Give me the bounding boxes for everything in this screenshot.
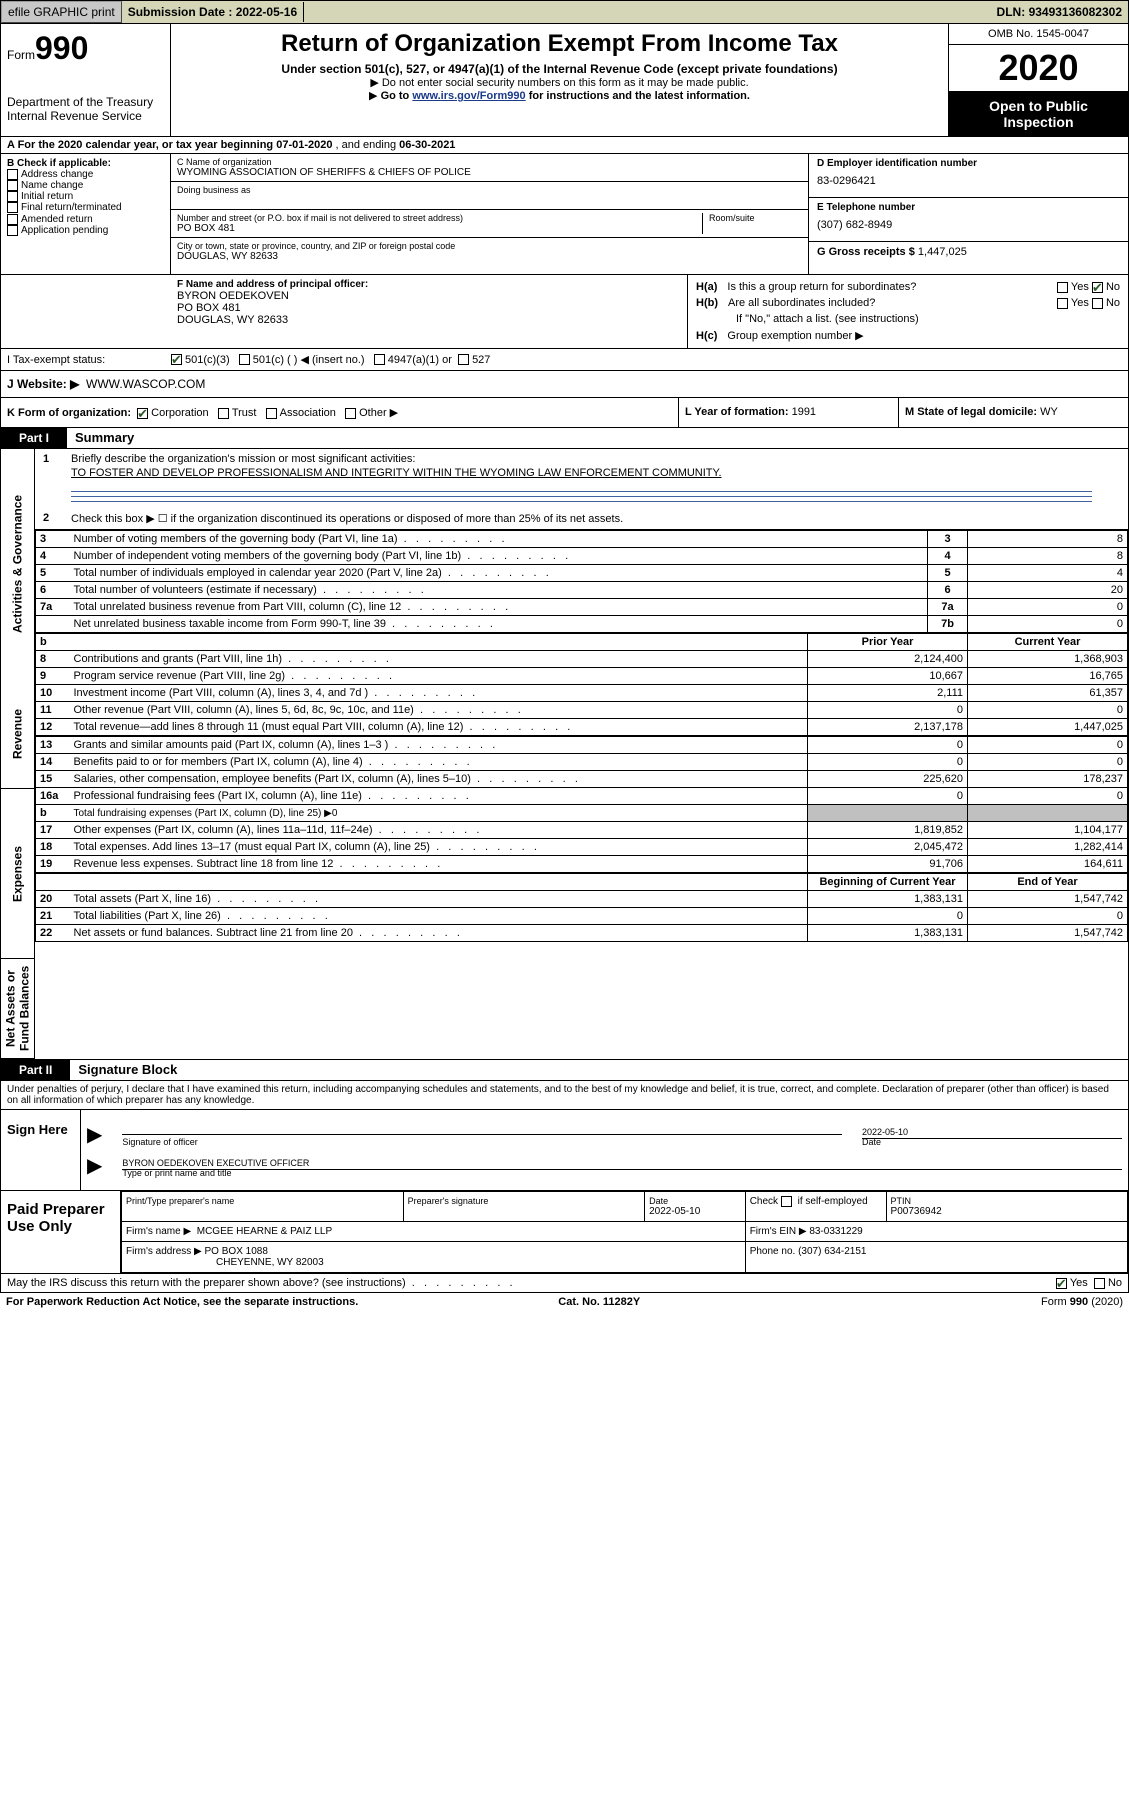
chk-discuss-yes[interactable] bbox=[1056, 1278, 1067, 1289]
chk-501c[interactable] bbox=[239, 354, 250, 365]
box-h: H(a)Is this a group return for subordina… bbox=[688, 275, 1128, 348]
sidebar-activities: Activities & Governance bbox=[1, 449, 34, 679]
sign-block: Sign Here ▶ Signature of officer 2022-05… bbox=[0, 1110, 1129, 1191]
header-right: OMB No. 1545-0047 2020 Open to Public In… bbox=[948, 24, 1128, 136]
chk-trust[interactable] bbox=[218, 408, 229, 419]
street-cell: Number and street (or P.O. box if mail i… bbox=[171, 210, 808, 238]
chk-501c3[interactable] bbox=[171, 354, 182, 365]
form-header: Form990 Department of the Treasury Inter… bbox=[0, 24, 1129, 137]
sidebar-expenses: Expenses bbox=[1, 789, 34, 959]
governance-table: 3Number of voting members of the governi… bbox=[35, 530, 1128, 633]
tax-year-line: A For the 2020 calendar year, or tax yea… bbox=[0, 137, 1129, 154]
sidebar-revenue: Revenue bbox=[1, 679, 34, 789]
gross-receipts-cell: G Gross receipts $ 1,447,025 bbox=[809, 242, 1128, 274]
preparer-table: Print/Type preparer's name Preparer's si… bbox=[121, 1191, 1128, 1273]
city-cell: City or town, state or province, country… bbox=[171, 238, 808, 266]
part1-header: Part ISummary bbox=[0, 428, 1129, 449]
year-formation: L Year of formation: 1991 bbox=[678, 398, 898, 427]
website-row: J Website: ▶ WWW.WASCOP.COM bbox=[0, 371, 1129, 398]
form990-link[interactable]: www.irs.gov/Form990 bbox=[412, 90, 525, 102]
chk-assoc[interactable] bbox=[266, 408, 277, 419]
officer-signature-field[interactable]: Signature of officer bbox=[122, 1134, 842, 1147]
form-title: Return of Organization Exempt From Incom… bbox=[181, 30, 938, 58]
dept-treasury: Department of the Treasury bbox=[7, 95, 164, 109]
form-id-block: Form990 Department of the Treasury Inter… bbox=[1, 24, 171, 136]
form-of-org: K Form of organization: Corporation Trus… bbox=[1, 398, 678, 427]
sign-arrow-icon: ▶ bbox=[87, 1153, 102, 1178]
ein-value: 83-0296421 bbox=[817, 169, 1120, 193]
klm-row: K Form of organization: Corporation Trus… bbox=[0, 398, 1129, 428]
website-value: WWW.WASCOP.COM bbox=[86, 377, 205, 391]
form-subtitle: Under section 501(c), 527, or 4947(a)(1)… bbox=[181, 62, 938, 76]
part2-header: Part IISignature Block bbox=[0, 1060, 1129, 1081]
chk-other[interactable] bbox=[345, 408, 356, 419]
summary-grid: Activities & Governance Revenue Expenses… bbox=[0, 449, 1129, 1060]
box-f: F Name and address of principal officer:… bbox=[171, 275, 688, 348]
dln: DLN: 93493136082302 bbox=[991, 2, 1128, 22]
revenue-table: bPrior YearCurrent Year8Contributions an… bbox=[35, 633, 1128, 736]
preparer-label: Paid Preparer Use Only bbox=[1, 1191, 121, 1273]
preparer-block: Paid Preparer Use Only Print/Type prepar… bbox=[0, 1191, 1129, 1274]
paperwork-notice: For Paperwork Reduction Act Notice, see … bbox=[6, 1296, 358, 1308]
omb-number: OMB No. 1545-0047 bbox=[949, 24, 1128, 45]
officer-name-field: BYRON OEDEKOVEN EXECUTIVE OFFICERType or… bbox=[122, 1169, 1122, 1178]
identity-block: B Check if applicable: Address change Na… bbox=[0, 154, 1129, 275]
sign-arrow-icon: ▶ bbox=[87, 1122, 102, 1147]
chk-corp[interactable] bbox=[137, 408, 148, 419]
sidebar-netassets: Net Assets or Fund Balances bbox=[1, 959, 34, 1059]
form-footer: Form 990 (2020) bbox=[1041, 1296, 1123, 1308]
chk-self-employed[interactable] bbox=[781, 1196, 792, 1207]
ein-cell: D Employer identification number 83-0296… bbox=[809, 154, 1128, 198]
tax-exempt-row: I Tax-exempt status: 501(c)(3) 501(c) ( … bbox=[0, 349, 1129, 371]
chk-final-return[interactable]: Final return/terminated bbox=[7, 202, 164, 213]
box-de: D Employer identification number 83-0296… bbox=[808, 154, 1128, 274]
section-sidebar: Activities & Governance Revenue Expenses… bbox=[1, 449, 35, 1059]
chk-initial-return[interactable]: Initial return bbox=[7, 191, 164, 202]
cat-no: Cat. No. 11282Y bbox=[558, 1296, 640, 1308]
box-b: B Check if applicable: Address change Na… bbox=[1, 154, 171, 274]
sign-here-label: Sign Here bbox=[1, 1110, 81, 1190]
irs-label: Internal Revenue Service bbox=[7, 109, 164, 123]
expenses-table: 13Grants and similar amounts paid (Part … bbox=[35, 736, 1128, 873]
phone-cell: E Telephone number (307) 682-8949 bbox=[809, 198, 1128, 242]
sign-date-field: 2022-05-10Date bbox=[862, 1138, 1122, 1147]
phone-value: (307) 682-8949 bbox=[817, 213, 1120, 237]
chk-discuss-no[interactable] bbox=[1094, 1278, 1105, 1289]
mission-block: 1Briefly describe the organization's mis… bbox=[35, 449, 1128, 530]
form-title-block: Return of Organization Exempt From Incom… bbox=[171, 24, 948, 136]
open-inspection-badge: Open to Public Inspection bbox=[949, 92, 1128, 136]
org-name-cell: C Name of organization WYOMING ASSOCIATI… bbox=[171, 154, 808, 182]
discuss-row: May the IRS discuss this return with the… bbox=[0, 1274, 1129, 1293]
officer-group-block: F Name and address of principal officer:… bbox=[0, 275, 1129, 349]
box-c: C Name of organization WYOMING ASSOCIATI… bbox=[171, 154, 808, 274]
tax-year: 2020 bbox=[949, 45, 1128, 92]
top-bar: efile GRAPHIC print Submission Date : 20… bbox=[0, 0, 1129, 24]
netassets-table: Beginning of Current YearEnd of Year20To… bbox=[35, 873, 1128, 942]
efile-button[interactable]: efile GRAPHIC print bbox=[1, 1, 122, 23]
gross-receipts-value: 1,447,025 bbox=[918, 246, 967, 258]
state-domicile: M State of legal domicile: WY bbox=[898, 398, 1128, 427]
org-name: WYOMING ASSOCIATION OF SHERIFFS & CHIEFS… bbox=[177, 167, 802, 178]
summary-content: 1Briefly describe the organization's mis… bbox=[35, 449, 1128, 1059]
mission-text: TO FOSTER AND DEVELOP PROFESSIONALISM AN… bbox=[43, 465, 1120, 487]
chk-application-pending[interactable]: Application pending bbox=[7, 225, 164, 236]
form-number: 990 bbox=[35, 30, 88, 66]
chk-527[interactable] bbox=[458, 354, 469, 365]
submission-date-label: Submission Date : 2022-05-16 bbox=[122, 2, 304, 22]
chk-name-change[interactable]: Name change bbox=[7, 180, 164, 191]
dba-cell: Doing business as bbox=[171, 182, 808, 210]
ssn-warning: Do not enter social security numbers on … bbox=[181, 76, 938, 89]
instructions-link-row: Go to www.irs.gov/Form990 for instructio… bbox=[181, 89, 938, 102]
footer-row: For Paperwork Reduction Act Notice, see … bbox=[0, 1293, 1129, 1311]
chk-amended-return[interactable]: Amended return bbox=[7, 214, 164, 225]
chk-address-change[interactable]: Address change bbox=[7, 169, 164, 180]
perjury-text: Under penalties of perjury, I declare th… bbox=[0, 1081, 1129, 1110]
chk-4947[interactable] bbox=[374, 354, 385, 365]
